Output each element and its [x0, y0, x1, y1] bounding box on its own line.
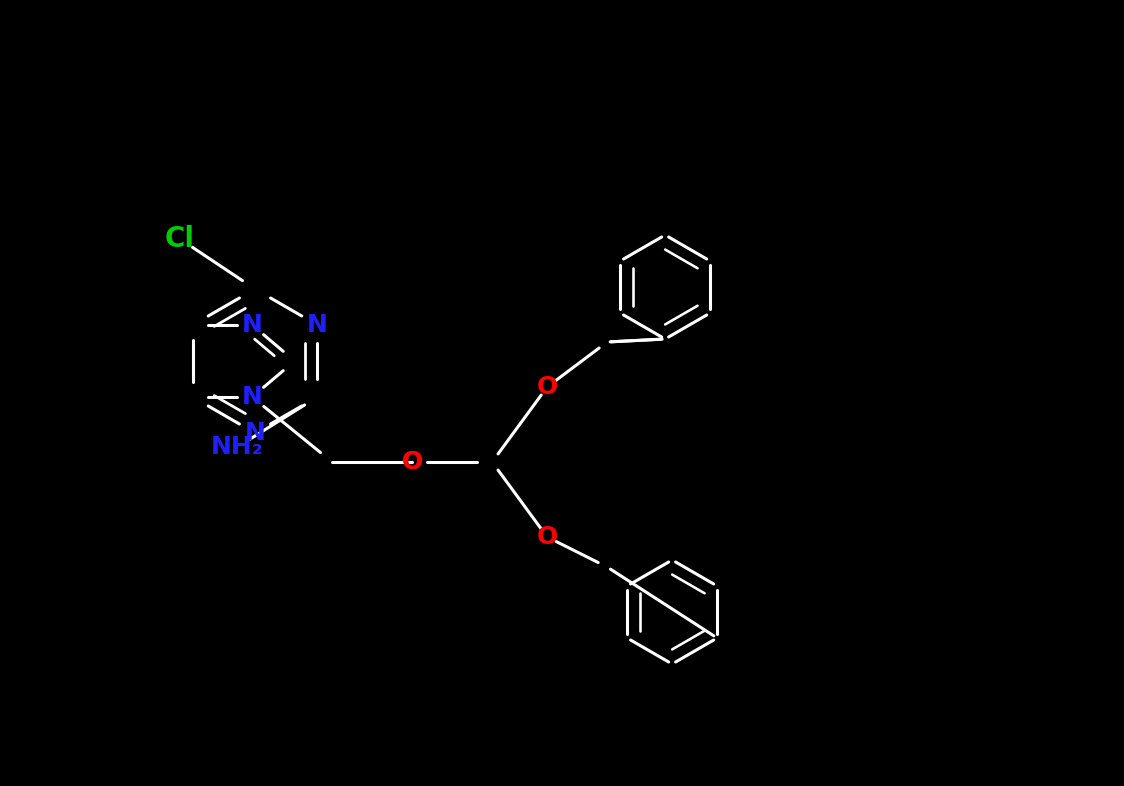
Text: NH₂: NH₂ [211, 435, 264, 459]
Text: O: O [536, 525, 558, 549]
Text: N: N [242, 313, 263, 337]
Text: N: N [242, 385, 263, 409]
Text: O: O [401, 450, 423, 474]
Text: O: O [401, 450, 423, 474]
Text: N: N [245, 421, 265, 445]
Text: O: O [536, 375, 558, 399]
Text: Cl: Cl [165, 225, 194, 253]
Text: N: N [307, 313, 328, 337]
